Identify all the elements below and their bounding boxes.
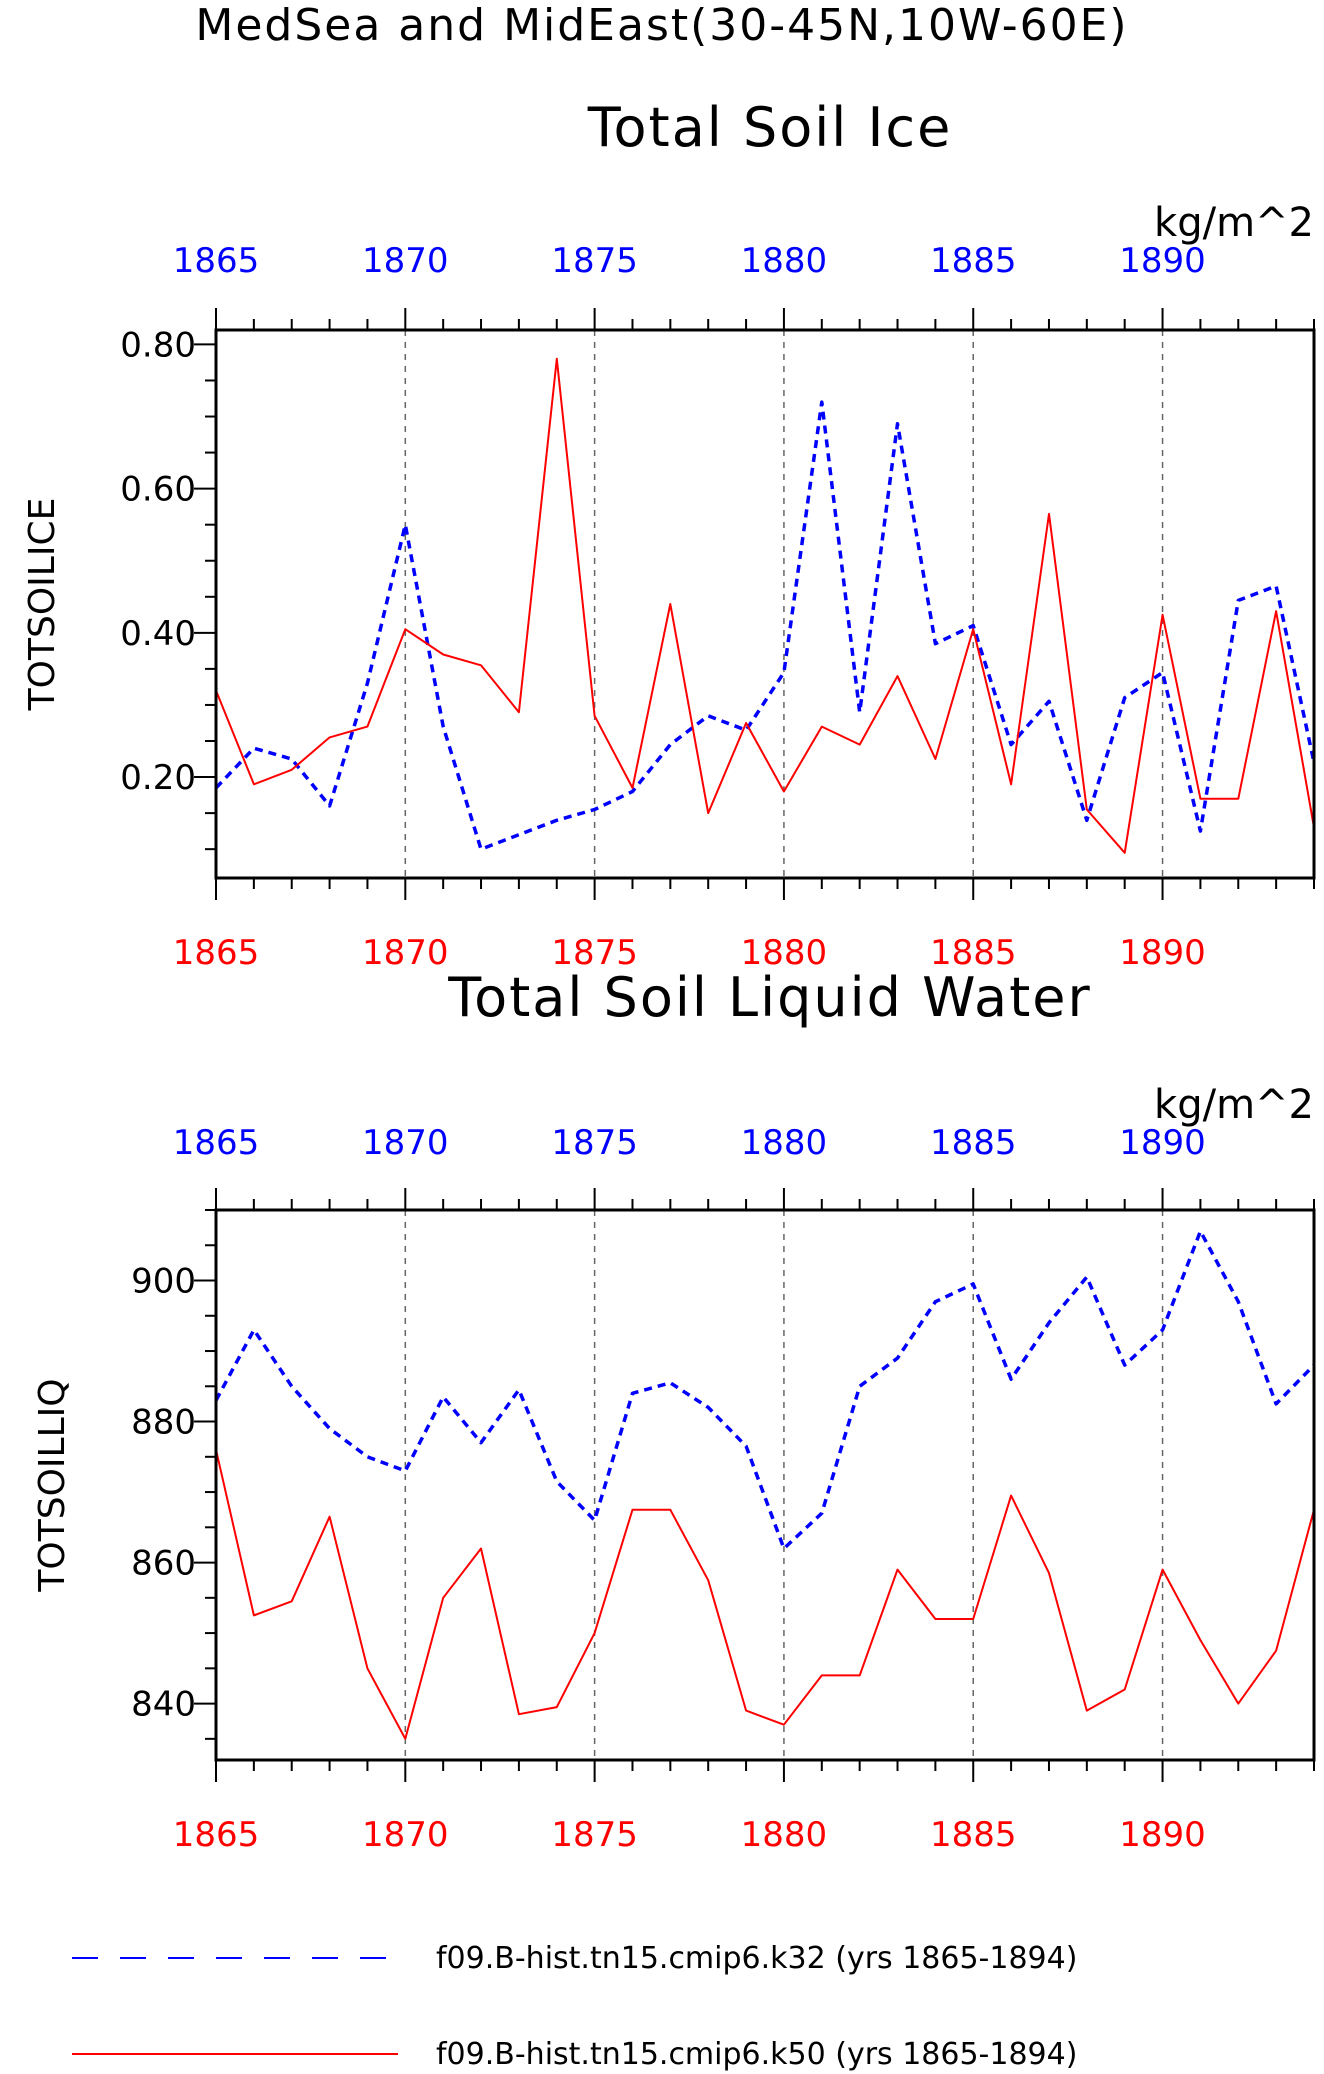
x-tick-label-bottom: 1875 <box>551 933 638 973</box>
legend: f09.B-hist.tn15.cmip6.k32 (yrs 1865-1894… <box>72 1941 1077 2072</box>
panel-total-soil-ice: Total Soil Ice kg/m^2 1865 1865 1870 1870 1875… <box>22 96 1316 973</box>
panel-total-soil-liquid-water: Total Soil Liquid Water kg/m^2 1865 1865 187… <box>32 966 1316 1855</box>
y-tick-label: 0.20 <box>120 758 196 798</box>
legend-label-k50: f09.B-hist.tn15.cmip6.k50 (yrs 1865-1894… <box>436 2037 1077 2072</box>
units-label: kg/m^2 <box>1154 200 1314 246</box>
panel-title: Total Soil Ice <box>587 96 953 159</box>
x-tick-label-top: 1875 <box>551 241 638 281</box>
y-tick-label: 880 <box>131 1403 196 1443</box>
y-tick-label: 840 <box>131 1685 196 1725</box>
x-tick-label-top: 1870 <box>362 1123 449 1163</box>
x-tick-label-top: 1875 <box>551 1123 638 1163</box>
x-tick-label-top: 1890 <box>1119 241 1206 281</box>
series-line-k32 <box>216 400 1314 851</box>
plot-frame <box>214 1208 1316 1762</box>
y-tick-label: 900 <box>131 1262 196 1302</box>
units-label: kg/m^2 <box>1154 1082 1314 1128</box>
x-tick-label-top: 1885 <box>930 241 1017 281</box>
x-tick-label-top: 1880 <box>741 1123 828 1163</box>
x-tick-label-bottom: 1885 <box>930 1815 1017 1855</box>
x-tick-label-bottom: 1880 <box>741 933 828 973</box>
x-tick-label-bottom: 1865 <box>173 933 260 973</box>
figure-title: MedSea and MidEast(30-45N,10W-60E) <box>195 0 1128 51</box>
x-tick-label-top: 1880 <box>741 241 828 281</box>
x-tick-label-top: 1885 <box>930 1123 1017 1163</box>
y-axis-label: TOTSOILICE <box>22 498 63 712</box>
x-tick-label-top: 1890 <box>1119 1123 1206 1163</box>
series-line-k50 <box>216 1449 1314 1740</box>
x-tick-label-bottom: 1880 <box>741 1815 828 1855</box>
plot-frame <box>214 328 1316 880</box>
x-tick-label-top: 1865 <box>173 1123 260 1163</box>
x-tick-label-bottom: 1870 <box>362 1815 449 1855</box>
x-tick-label-bottom: 1890 <box>1119 1815 1206 1855</box>
x-tick-label-bottom: 1875 <box>551 1815 638 1855</box>
y-tick-label: 0.60 <box>120 470 196 510</box>
panel-title: Total Soil Liquid Water <box>447 966 1091 1029</box>
x-tick-label-top: 1865 <box>173 241 260 281</box>
x-tick-label-bottom: 1890 <box>1119 933 1206 973</box>
x-tick-label-bottom: 1865 <box>173 1815 260 1855</box>
y-tick-label: 0.40 <box>120 614 196 654</box>
x-tick-label-bottom: 1885 <box>930 933 1017 973</box>
series-line-k50 <box>216 357 1314 854</box>
series-line-k32 <box>216 1229 1314 1551</box>
legend-label-k32: f09.B-hist.tn15.cmip6.k32 (yrs 1865-1894… <box>436 1941 1077 1976</box>
x-tick-label-top: 1870 <box>362 241 449 281</box>
x-tick-label-bottom: 1870 <box>362 933 449 973</box>
y-axis-label: TOTSOILLIQ <box>32 1378 73 1592</box>
y-tick-label: 860 <box>131 1544 196 1584</box>
y-tick-label: 0.80 <box>120 325 196 365</box>
